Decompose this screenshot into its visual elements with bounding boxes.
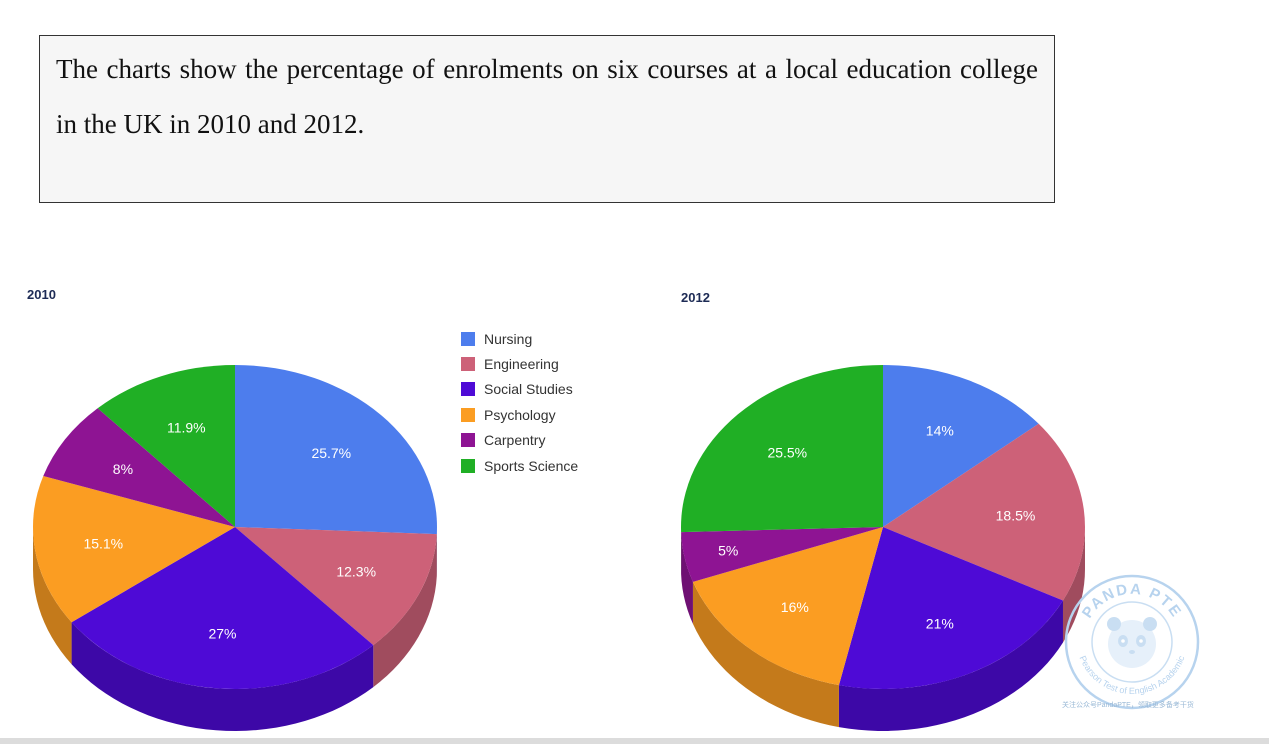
pie-2012-value-label-psychology: 16% [781,599,809,615]
pie-2010-side-engineering [373,534,437,688]
chart-title-2010: 2010 [27,287,56,302]
pie-2010-side-social-studies [71,622,374,731]
prompt-text: The charts show the percentage of enrolm… [56,54,1038,139]
pie-2012-slice-sports-science [681,365,883,533]
pie-2012-side-social-studies [838,600,1063,731]
pie-2010-slice-psychology [32,475,235,623]
pie-2012-slice-social-studies [838,527,1063,690]
pie-2010-slice-carpentry [43,408,235,527]
legend-item-psychology: Psychology [461,402,578,427]
pie-2012-slice-engineering [883,423,1085,601]
pie-2010-value-label-carpentry: 8% [113,461,133,477]
legend-swatch-carpentry [461,433,475,448]
panda-face-icon [1107,617,1157,668]
legend-item-nursing: Nursing [461,326,578,351]
pie-2010-value-label-social-studies: 27% [208,625,236,641]
pie-2012-slice-carpentry [681,527,883,582]
legend-swatch-engineering [461,357,475,372]
legend-item-sports-science: Sports Science [461,453,578,478]
pie-2010-slice-social-studies [71,527,374,689]
legend-label-psychology: Psychology [484,406,556,423]
prompt-box: The charts show the percentage of enrolm… [39,35,1055,203]
legend-swatch-social-studies [461,382,475,397]
pie-2012-value-label-social-studies: 21% [926,616,954,632]
legend-label-nursing: Nursing [484,330,533,347]
legend-swatch-nursing [461,331,475,346]
chart-title-2012: 2012 [681,290,710,305]
pie-2012-slice-nursing [883,365,1039,527]
legend-label-sports-science: Sports Science [484,457,579,474]
legend-item-engineering: Engineering [461,351,578,376]
pie-2012-value-label-carpentry: 5% [718,543,738,559]
pie-2010-value-label-engineering: 12.3% [336,564,376,580]
legend-item-social-studies: Social Studies [461,377,578,402]
legend-swatch-psychology [461,407,475,422]
pie-2010-value-label-psychology: 15.1% [83,535,123,551]
pie-2010-value-label-nursing: 25.7% [311,445,351,461]
pie-2012-side-engineering [1062,527,1085,643]
pie-chart-2010: 25.7% 12.3% 27% 15.1% 8% 11.9% [32,365,437,731]
pie-2012-value-label-engineering: 18.5% [996,507,1036,523]
legend-swatch-sports-science [461,458,475,473]
pie-2012-slice-psychology [692,527,883,686]
legend-item-carpentry: Carpentry [461,428,578,453]
bottom-scroll-bar [0,738,1269,744]
legend-label-carpentry: Carpentry [484,432,546,449]
watermark-caption: 关注公众号PandaPTE，领取更多备考干货 [1062,702,1194,709]
pie-2010-slice-nursing [235,365,437,535]
pie-2012-value-label-sports-science: 25.5% [767,445,807,461]
legend-label-engineering: Engineering [484,356,559,373]
pie-2010-value-label-sports-science: 11.9% [167,420,206,436]
pie-2012-side-psychology [692,581,839,728]
pie-2010-slice-engineering [235,527,437,646]
pie-chart-2012: 14% 18.5% 21% 16% 5% 25.5% [681,365,1085,731]
pie-2010-side-psychology [33,527,72,665]
chart-legend: Nursing Engineering Social Studies Psych… [461,326,578,478]
panda-pte-watermark-logo: PANDA PTE Pearson Test of English Academ… [1064,574,1200,710]
pie-2012-value-label-nursing: 14% [926,422,954,438]
legend-label-social-studies: Social Studies [484,381,573,398]
pie-2010-slice-sports-science [97,365,236,527]
